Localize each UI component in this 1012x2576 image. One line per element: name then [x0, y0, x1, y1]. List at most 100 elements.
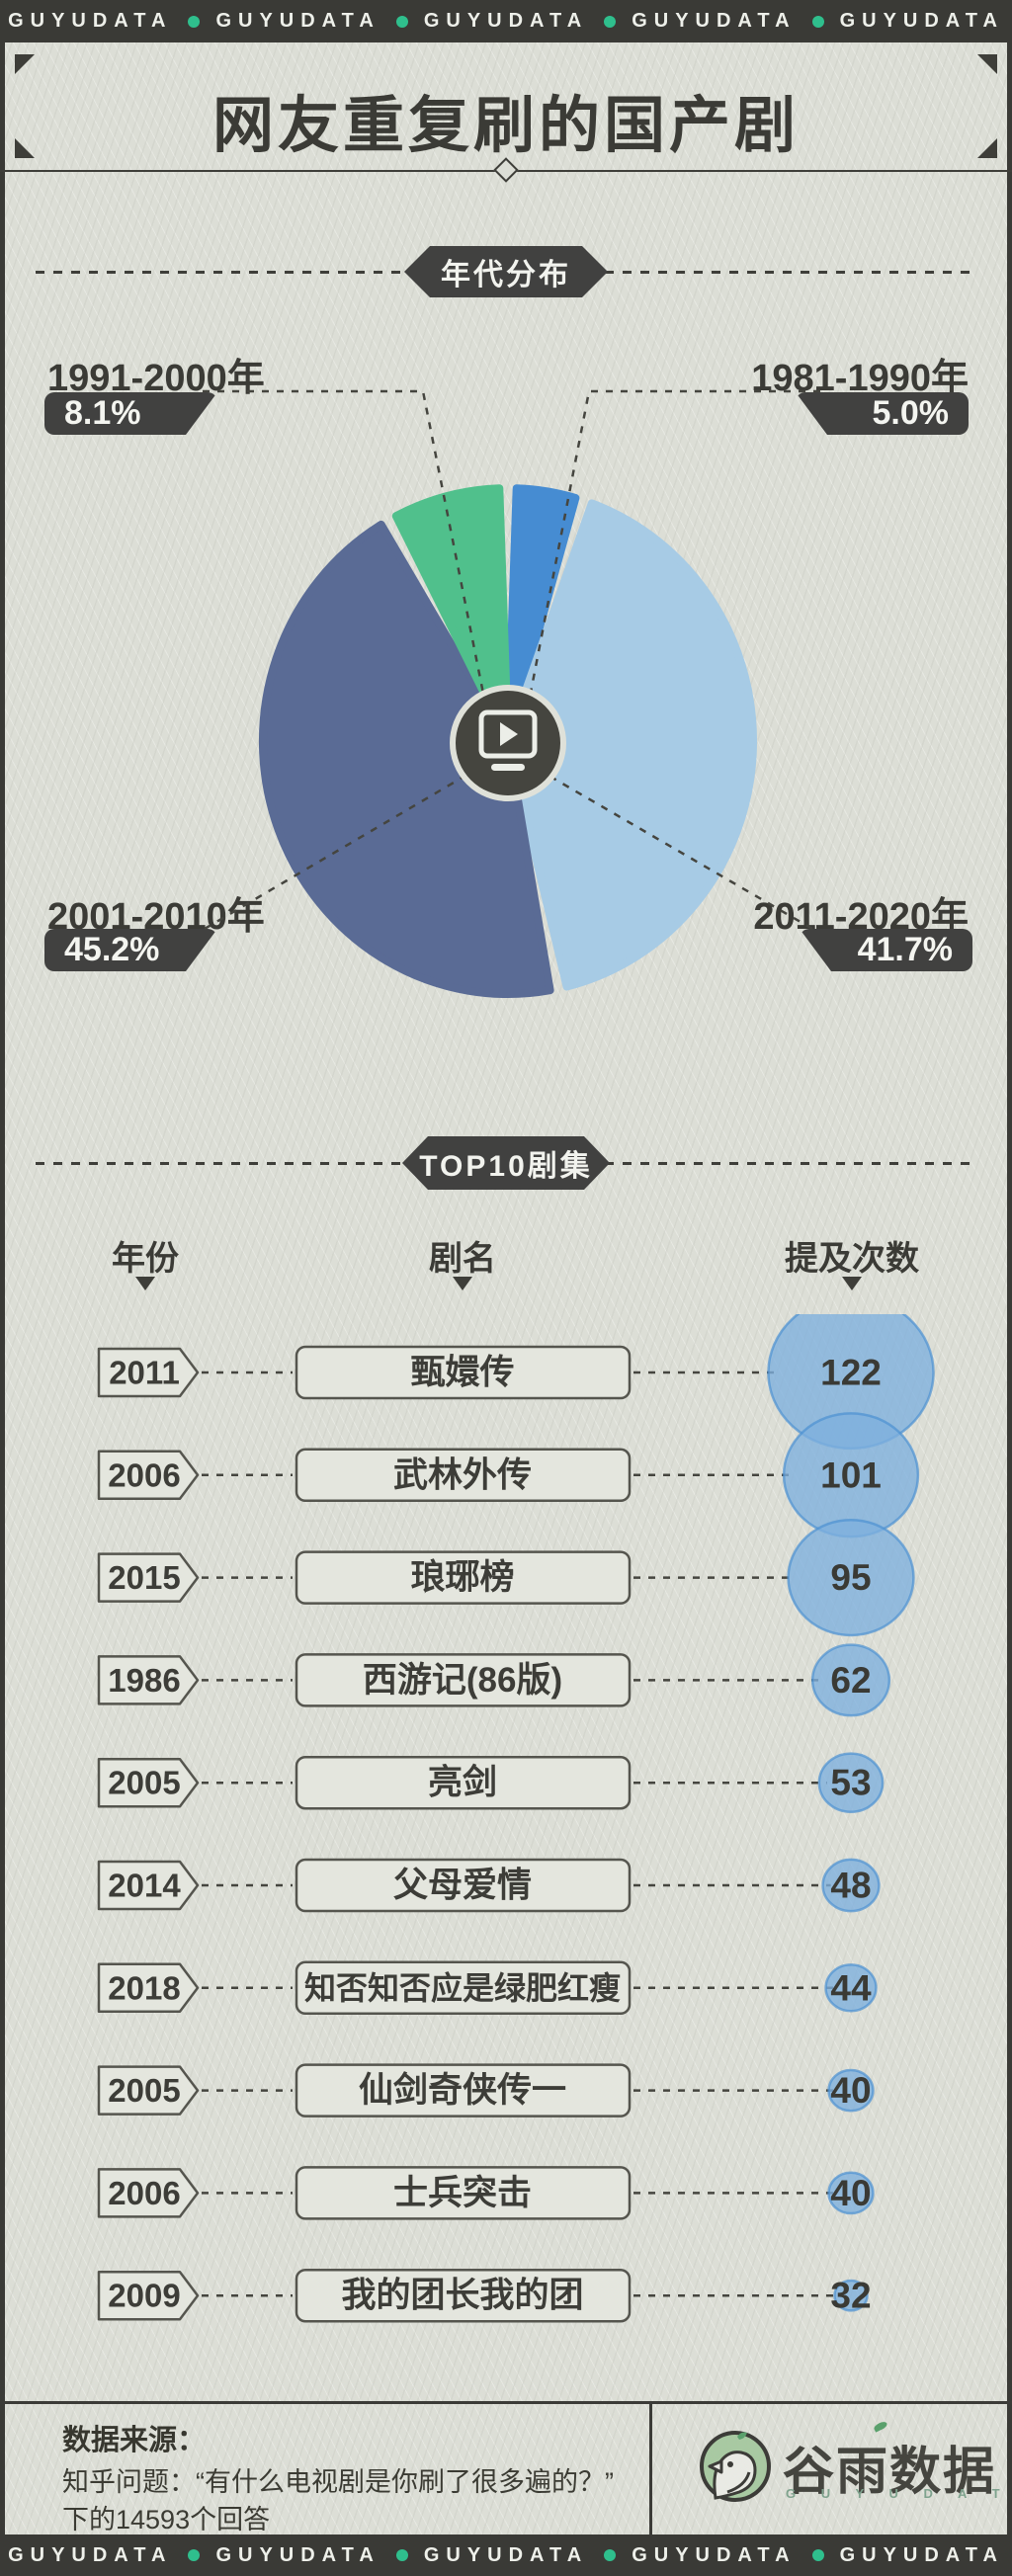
drama-name-box: [295, 1653, 632, 1707]
right-border: [1007, 42, 1012, 2534]
sort-triangle-count-icon: [842, 1277, 862, 1290]
year-text: 1986: [108, 1662, 180, 1699]
footer-source-line-1: 知乎问题：“有什么电视剧是你刷了很多遍的？”: [62, 2467, 614, 2497]
year-text: 2006: [108, 2175, 180, 2211]
mention-count-text: 62: [830, 1660, 871, 1701]
banner-brand-text: GUYUDATA: [632, 10, 797, 32]
mention-count-text: 44: [830, 1967, 872, 2008]
year-tag: [97, 1450, 200, 1501]
corner-mark-top-right-icon: [977, 54, 997, 74]
banner-brand-text: GUYUDATA: [632, 2543, 797, 2566]
mention-count-text: 101: [820, 1454, 882, 1495]
mention-count-text: 122: [820, 1353, 882, 1393]
drama-name-box: [295, 1960, 632, 2016]
mention-count-text: 40: [830, 2173, 871, 2213]
pie-slice-2001-2010年: [258, 520, 554, 998]
banner-dot-icon: [604, 2549, 617, 2561]
table-row: 2006 士兵突击 40: [97, 2166, 875, 2220]
pie-slice-2011-2020年: [504, 499, 757, 991]
footer-source-title: 数据来源：: [62, 2425, 207, 2456]
table-row: 2018 知否知否应是绿肥红瘦 44: [97, 1960, 878, 2016]
banner-dot-icon: [604, 15, 617, 28]
banner-dot-icon: [188, 2549, 201, 2561]
table-row: 2005 亮剑 53: [97, 1752, 885, 1814]
page-title: 网友重复刷的国产剧: [211, 92, 800, 160]
drama-name-box: [295, 2166, 632, 2220]
year-tag: [97, 1655, 200, 1705]
pie-slice-1981-1990年: [504, 484, 580, 745]
left-border: [0, 42, 5, 2534]
top-banner: GUYUDATA GUYUDATA GUYUDATA GUYUDATA GUYUDATA: [0, 0, 1012, 42]
tv-play-icon: [450, 685, 566, 801]
sort-triangle-name-icon: [453, 1277, 472, 1290]
pie-chart: [258, 484, 757, 998]
mention-bubble: [817, 1752, 885, 1814]
column-header-name: 剧名: [429, 1240, 496, 1278]
year-tag: [97, 2168, 200, 2218]
table-row: 2011 甄嬛传 122: [97, 1314, 935, 1451]
table-row: 2014 父母爱情 48: [97, 1858, 881, 1913]
corner-mark-top-left-icon: [15, 54, 35, 74]
column-header-year: 年份: [112, 1240, 179, 1278]
mention-bubble: [821, 1858, 881, 1913]
year-tag: [97, 1962, 200, 2014]
banner-brand-text: GUYUDATA: [839, 2543, 1004, 2566]
year-tag: [97, 1860, 200, 1911]
drama-name-box: [295, 2063, 632, 2118]
banner-dot-icon: [395, 15, 408, 28]
year-tag: [97, 2065, 200, 2116]
mention-bubble: [810, 1643, 891, 1717]
sort-triangle-year-icon: [135, 1277, 155, 1290]
decade-section-badge: 年代分布: [404, 246, 608, 297]
decade-pct-badge-41-7: 41.7%: [800, 929, 972, 971]
year-tag: [97, 1347, 200, 1398]
drama-name-text: 父母爱情: [393, 1867, 532, 1905]
year-tag: [97, 1757, 200, 1808]
mention-bubble: [787, 1518, 915, 1637]
year-tag: [97, 2270, 200, 2321]
column-header-count: 提及次数: [785, 1240, 919, 1278]
mention-count-text: 40: [830, 2070, 871, 2111]
pie-leader-overlay: [203, 389, 820, 931]
banner-brand-text: GUYUDATA: [215, 2543, 380, 2566]
year-text: 2005: [108, 2072, 180, 2109]
drama-name-text: 士兵突击: [393, 2174, 532, 2212]
banner-dot-icon: [811, 2549, 824, 2561]
pie-slice-1991-2000年: [391, 484, 512, 745]
top10-table: 2011 甄嬛传 122 2006 武林外传 101 2015 琅琊榜 95 1986 西游记(86…: [97, 1314, 935, 2323]
mention-count-text: 53: [830, 1763, 871, 1803]
year-text: 2006: [108, 1456, 180, 1493]
footer-vertical-divider: [649, 2401, 652, 2534]
leader-2001-2010: [204, 754, 500, 931]
drama-name-text: 甄嬛传: [410, 1354, 514, 1392]
drama-name-text: 我的团长我的团: [341, 2277, 583, 2315]
drama-name-text: 武林外传: [393, 1455, 532, 1494]
drama-name-box: [295, 2268, 632, 2323]
drama-name-text: 西游记(86版): [363, 1661, 562, 1700]
guyudata-bird-icon: [700, 2431, 771, 2502]
table-row: 2006 武林外传 101: [97, 1412, 920, 1538]
banner-dot-icon: [811, 15, 824, 28]
drama-name-box: [295, 1345, 632, 1400]
drama-name-text: 知否知否应是绿肥红瘦: [304, 1970, 621, 2006]
drama-name-box: [295, 1448, 632, 1503]
drama-name-text: 琅琊榜: [410, 1558, 514, 1597]
drama-name-box: [295, 1550, 632, 1605]
decade-pct-badge-8-1: 8.1%: [44, 392, 217, 435]
table-row: 2015 琅琊榜 95: [97, 1518, 915, 1637]
logo-text: 谷雨数据: [783, 2445, 997, 2501]
year-tag: [97, 1552, 200, 1603]
banner-brand-text: GUYUDATA: [8, 2543, 173, 2566]
table-row: 2005 仙剑奇侠传一 40: [97, 2063, 875, 2118]
year-text: 2009: [108, 2278, 180, 2314]
leader-1991-2000: [203, 389, 493, 734]
mention-bubble: [827, 2068, 875, 2113]
drama-name-box: [295, 1858, 632, 1913]
year-text: 2015: [108, 1559, 180, 1596]
year-text: 2018: [108, 1969, 180, 2006]
bottom-banner: GUYUDATA GUYUDATA GUYUDATA GUYUDATA GUYUDATA: [0, 2534, 1012, 2576]
banner-brand-text: GUYUDATA: [8, 10, 173, 32]
year-text: 2005: [108, 1765, 180, 1801]
decade-pct-badge-45-2: 45.2%: [44, 929, 217, 971]
